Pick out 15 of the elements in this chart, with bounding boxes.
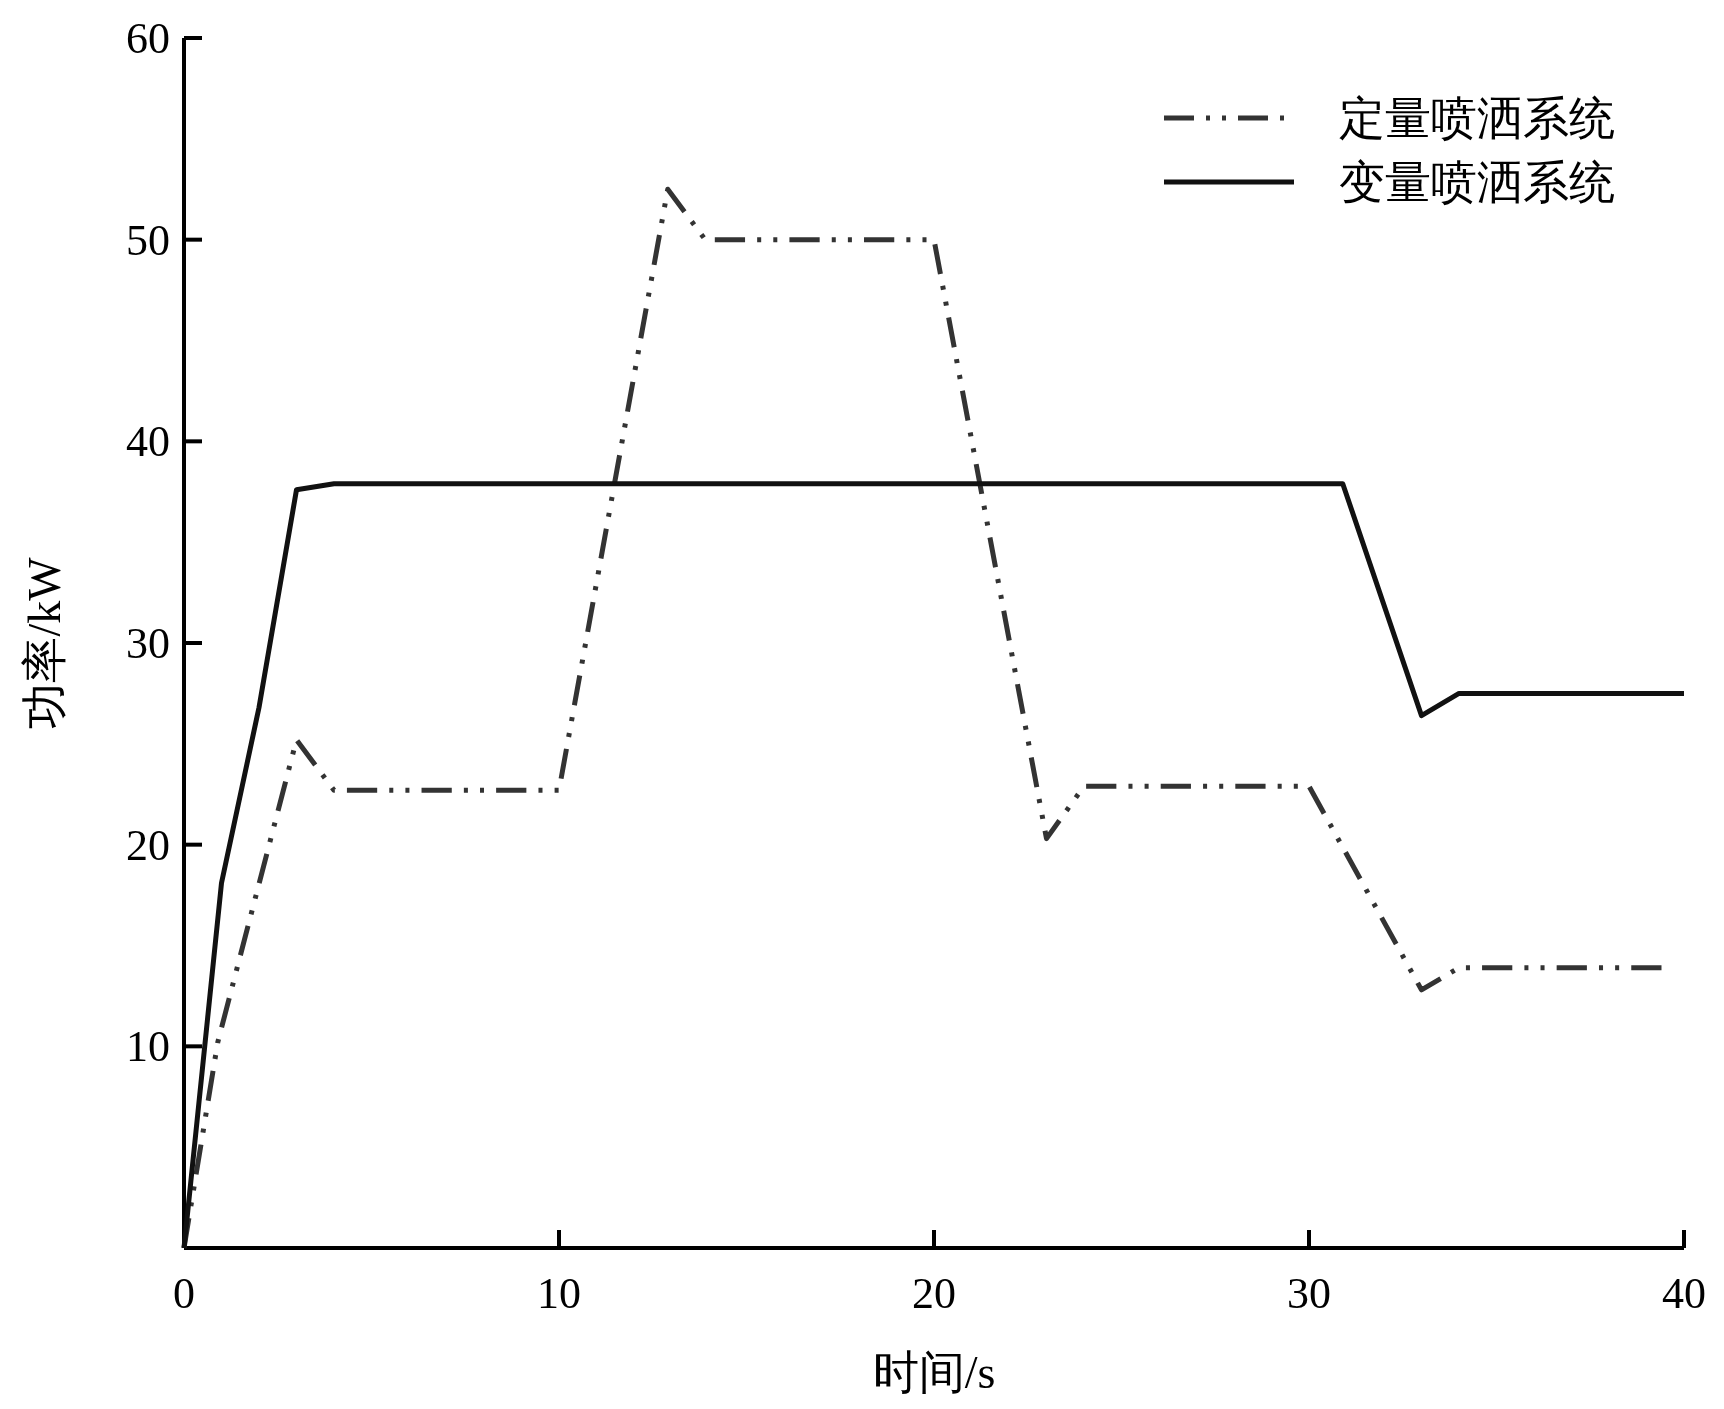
x-tick-label: 0 bbox=[173, 1269, 195, 1318]
y-tick-label: 60 bbox=[126, 14, 170, 63]
legend-label: 变量喷洒系统 bbox=[1339, 157, 1615, 208]
x-tick-label: 20 bbox=[912, 1269, 956, 1318]
x-tick-label: 30 bbox=[1287, 1269, 1331, 1318]
legend-label: 定量喷洒系统 bbox=[1339, 93, 1615, 144]
y-tick-label: 40 bbox=[126, 417, 170, 467]
x-tick-label: 40 bbox=[1662, 1269, 1706, 1318]
y-axis-title: 功率/kW bbox=[19, 556, 70, 729]
y-tick-label: 10 bbox=[126, 1022, 170, 1072]
x-tick-label: 10 bbox=[537, 1269, 581, 1318]
y-tick-label: 50 bbox=[126, 215, 170, 265]
y-tick-label: 20 bbox=[126, 820, 170, 870]
y-tick-label: 30 bbox=[126, 619, 170, 668]
x-axis-title: 时间/s bbox=[872, 1347, 996, 1398]
